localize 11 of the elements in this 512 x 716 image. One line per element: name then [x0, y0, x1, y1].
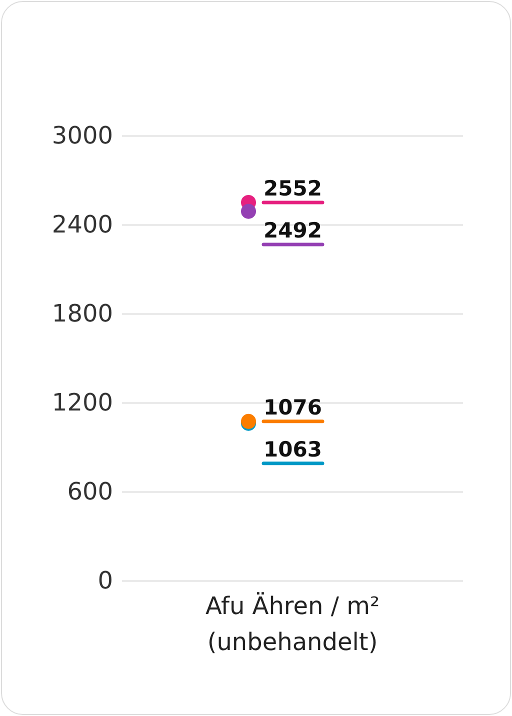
data-label: 1063	[264, 437, 322, 462]
data-label: 2552	[264, 176, 322, 200]
y-tick-label: 0	[98, 566, 113, 595]
y-tick-label: 2400	[52, 210, 113, 239]
y-tick-label: 3000	[52, 122, 113, 150]
data-label: 2492	[264, 218, 322, 242]
data-label: 1076	[264, 395, 322, 420]
y-tick-label: 600	[67, 478, 113, 506]
y-tick-label: 1800	[52, 300, 113, 328]
y-tick-label: 1200	[52, 388, 113, 417]
x-tick-label: Afu Ähren / m² (unbehandelt)	[205, 592, 380, 656]
